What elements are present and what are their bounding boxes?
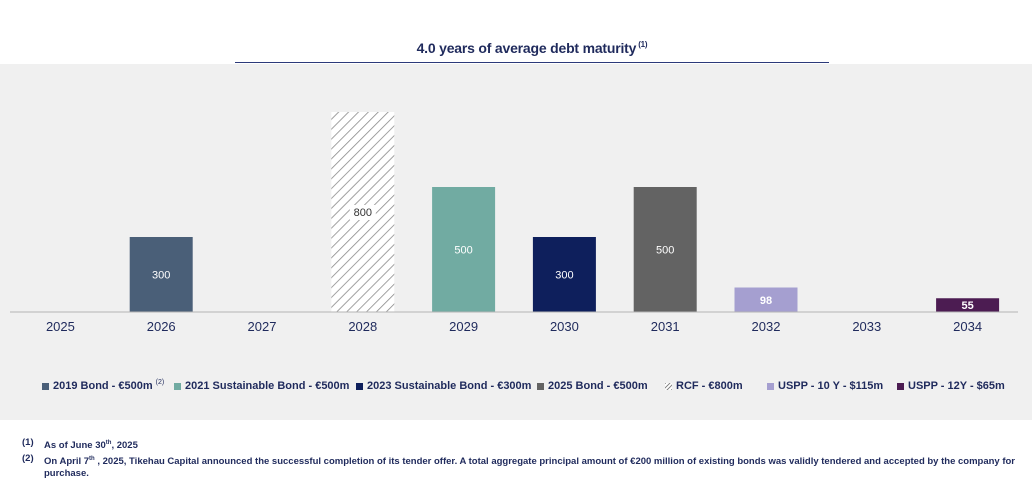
footnote-text-part: As of June 30 [44, 440, 106, 452]
legend-swatch [665, 382, 672, 390]
bars-group: 300 800 500 300 500 98 55 [129, 112, 1000, 312]
footnotes: (1) As of June 30th, 2025 (2) On April 7… [22, 437, 1022, 481]
x-tick-label: 2032 [752, 319, 781, 334]
footnote-text: As of June 30th, 2025 [44, 437, 138, 452]
data-label-2029: 500 [454, 245, 472, 257]
footnote-sup: th [105, 440, 112, 446]
x-tick-label: 2031 [651, 319, 680, 334]
legend-label: 2023 Sustainable Bond - €300m [367, 380, 532, 392]
bar-2034 [936, 298, 1000, 312]
legend-label: 2021 Sustainable Bond - €500m [185, 380, 350, 392]
bar-2031 [633, 187, 697, 312]
legend-label: USPP - 10 Y - $115m [778, 380, 884, 392]
legend-swatch [42, 382, 49, 390]
legend-label: USPP - 12Y - $65m [908, 380, 1005, 392]
data-label-2031: 500 [656, 245, 674, 257]
legend-item: USPP - 10 Y - $115m [767, 380, 883, 392]
footnote-sup: th [89, 456, 95, 463]
legend-item: 2019 Bond - €500m (2) [42, 378, 165, 392]
data-label-2026: 300 [152, 270, 170, 282]
data-label-2030: 300 [555, 270, 573, 282]
legend: 2019 Bond - €500m (2) 2021 Sustainable Bon… [0, 378, 1032, 396]
data-label-2028: 800 [354, 207, 372, 219]
legend-item: 2023 Sustainable Bond - €300m [356, 380, 531, 392]
legend-item: 2021 Sustainable Bond - €500m [174, 380, 349, 392]
x-tick-labels: 2025 2026 2027 2028 2029 2030 2031 2032 2033 2034 [46, 319, 982, 334]
footnote-text-part: , 2025, Tikehau Capital announced the su… [44, 456, 1016, 480]
data-label-2032: 98 [760, 295, 772, 307]
chart-title-text: 4.0 years of average debt maturity [416, 40, 637, 56]
x-tick-label: 2033 [852, 319, 881, 334]
bar-chart: 300 800 500 300 500 98 55 2025 2026 2027 2028 2029… [10, 112, 1018, 334]
x-tick-label: 2030 [550, 319, 579, 334]
legend-note: (2) [155, 378, 165, 386]
footnote-text-part: , 2025 [111, 440, 138, 452]
legend-label: RCF - €800m [676, 380, 743, 392]
legend-swatch [767, 382, 774, 390]
footnote-text-part: On April 7 [44, 456, 90, 468]
bar-2030 [532, 237, 596, 312]
x-tick-label: 2027 [248, 319, 277, 334]
legend-label: 2025 Bond - €500m [548, 380, 648, 392]
footnote-2: (2) On April 7th , 2025, Tikehau Capital… [22, 453, 1022, 480]
x-tick-label: 2028 [348, 319, 377, 334]
x-tick-label: 2025 [46, 319, 75, 334]
legend-swatch [174, 382, 181, 390]
data-label-2034: 55 [961, 300, 973, 312]
footnote-1: (1) As of June 30th, 2025 [22, 437, 1022, 452]
chart-title-note: (1) [638, 40, 648, 50]
legend-label: 2019 Bond - €500m [53, 380, 153, 392]
data-label-background [349, 205, 376, 220]
chart-title: 4.0 years of average debt maturity (1) [235, 40, 829, 58]
x-tick-label: 2034 [953, 319, 982, 334]
legend-item: RCF - €800m [665, 380, 743, 392]
bar-2029 [432, 187, 496, 312]
footnote-marker: (2) [22, 453, 34, 465]
legend-item: USPP - 12Y - $65m [897, 380, 1005, 392]
bar-2032 [734, 287, 798, 312]
footnote-text: On April 7th , 2025, Tikehau Capital ann… [44, 453, 1022, 480]
title-underline [235, 62, 829, 63]
legend-item: 2025 Bond - €500m [537, 380, 648, 392]
x-tick-label: 2026 [147, 319, 176, 334]
footnote-marker: (1) [22, 437, 34, 448]
legend-swatch [356, 382, 363, 390]
x-tick-label: 2029 [449, 319, 478, 334]
legend-swatch [897, 382, 904, 390]
bar-2026 [129, 237, 193, 312]
legend-swatch [537, 382, 544, 390]
